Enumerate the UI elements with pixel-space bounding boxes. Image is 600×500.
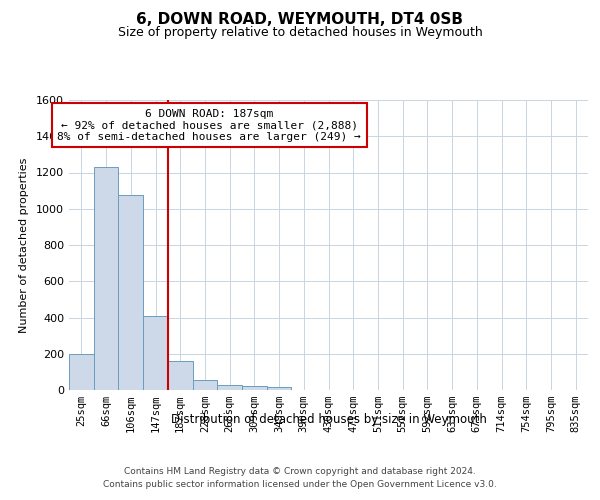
Bar [168,361,193,390]
Bar [94,167,118,390]
Bar [193,380,217,390]
Text: Contains HM Land Registry data © Crown copyright and database right 2024.
Contai: Contains HM Land Registry data © Crown c… [103,468,497,489]
Bar [267,388,292,390]
Text: Size of property relative to detached houses in Weymouth: Size of property relative to detached ho… [118,26,482,39]
Bar [118,195,143,390]
Text: 6, DOWN ROAD, WEYMOUTH, DT4 0SB: 6, DOWN ROAD, WEYMOUTH, DT4 0SB [137,12,464,28]
Bar [242,386,267,390]
Y-axis label: Number of detached properties: Number of detached properties [19,158,29,332]
Bar [143,316,168,390]
Text: Distribution of detached houses by size in Weymouth: Distribution of detached houses by size … [171,412,487,426]
Bar [217,384,242,390]
Text: 6 DOWN ROAD: 187sqm
← 92% of detached houses are smaller (2,888)
8% of semi-deta: 6 DOWN ROAD: 187sqm ← 92% of detached ho… [57,108,361,142]
Bar [69,354,94,390]
